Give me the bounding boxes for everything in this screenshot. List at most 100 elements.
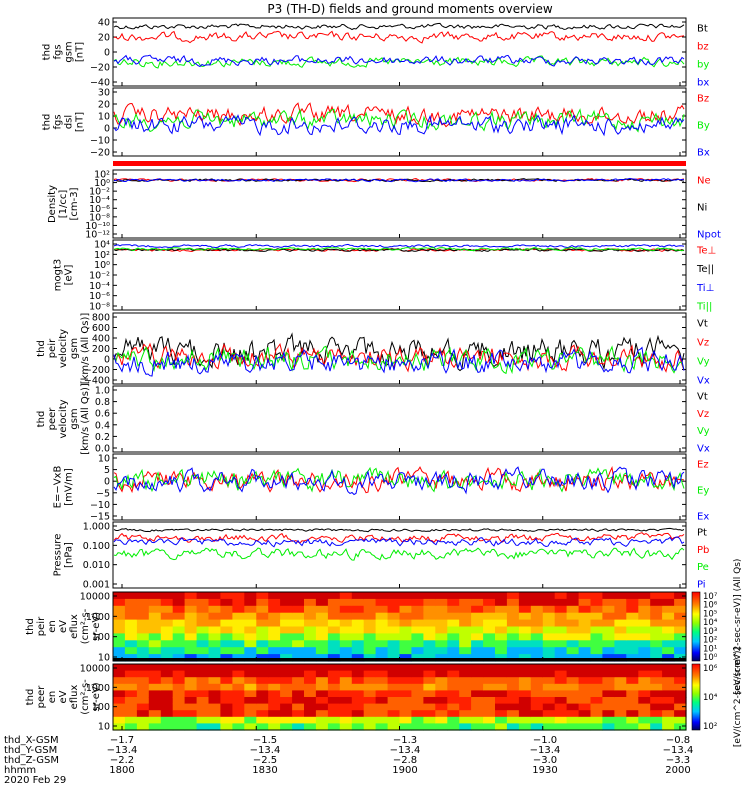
series-line [113,466,685,496]
heatmap-cell [435,683,448,691]
heatmap-cell [423,690,436,698]
heatmap-cell [435,598,448,607]
heatmap-cell [518,633,532,641]
heatmap-cell [244,633,257,641]
heatmap-cell [530,697,544,705]
heatmap-cell [292,710,305,718]
y-axis-label: (cm²-s- [80,679,91,715]
heatmap-cell [483,612,496,621]
heatmap-cell [650,670,663,678]
y-tick-label: 10⁻¹⁰ [85,221,110,232]
heatmap-cell [554,664,568,672]
heatmap-cell [148,647,162,655]
heatmap-cell [160,612,174,621]
heatmap-cell [495,640,508,648]
heatmap-cell [256,633,269,641]
heatmap-cell [184,598,198,607]
y-axis-label: [km/s (All Qs)] [80,313,91,385]
heatmap-cell [495,605,508,614]
y-axis-label: E=−VxB [53,466,64,509]
heatmap-cell [315,683,329,691]
heatmap-cell [196,592,210,600]
heatmap-cell [375,664,389,672]
heatmap-cell [459,598,472,607]
heatmap-cell [387,710,401,718]
heatmap-cell [268,690,281,698]
heatmap-cell [674,677,687,685]
heatmap-cell [375,683,389,691]
heatmap-cell [554,633,568,641]
x-axis-value: −1.7 [110,735,134,746]
heatmap-cell [530,664,544,672]
heatmap-cell [447,598,460,607]
heatmap-cell [220,633,233,641]
heatmap-cell [638,710,651,718]
heatmap-cell [602,654,615,662]
heatmap-cell [244,723,257,731]
legend-entry: Bx [697,148,710,159]
heatmap-cell [315,605,329,614]
heatmap-cell [268,619,281,628]
heatmap-cell [614,633,627,641]
heatmap-cell [208,683,221,691]
heatmap-cell [232,716,245,724]
heatmap-cell [399,640,412,648]
heatmap-cell [399,670,412,678]
heatmap-cell [662,716,675,724]
heatmap-cell [113,605,126,614]
y-axis-label: peir [47,338,58,358]
colorbar-tick-label: 10³ [703,627,717,637]
heatmap-cell [363,619,377,628]
heatmap-cell [602,592,615,600]
y-tick-label: 0 [104,355,110,366]
heatmap-cell [471,710,484,718]
x-axis-value: −2.2 [110,755,134,766]
heatmap-cell [387,647,401,655]
heatmap-cell [542,710,556,718]
heatmap-cell [626,703,639,711]
heatmap-cell [208,612,221,621]
heatmap-cell [136,640,150,648]
heatmap-cell [423,612,436,621]
heatmap-cell [244,619,257,628]
legend-entry: Pb [697,545,709,556]
heatmap-cell [136,670,150,678]
y-axis-label: [nPa] [64,542,75,568]
heatmap-cell [113,716,126,724]
heatmap-cell [387,598,401,607]
heatmap-cell [375,697,389,705]
heatmap-cell [136,654,150,662]
heatmap-cell [614,697,627,705]
legend-entry: Ti⊥ [696,283,714,294]
heatmap-cell [435,647,448,655]
heatmap-cell [196,697,210,705]
heatmap-cell [495,598,508,607]
heatmap-cell [411,697,424,705]
heatmap-cell [483,647,496,655]
heatmap-cell [495,619,508,628]
heatmap-cell [148,710,162,718]
heatmap-cell [506,697,520,705]
heatmap-cell [208,716,221,724]
x-axis-date: 2020 Feb 29 [4,775,66,786]
heatmap-cell [256,626,269,634]
heatmap-cell [542,647,556,655]
heatmap-cell [292,690,305,698]
heatmap-cell [447,626,460,634]
heatmap-cell [650,605,663,614]
heatmap-cell [172,670,186,678]
heatmap-cell [304,664,317,672]
heatmap-cell [662,619,675,628]
heatmap-cell [113,640,126,648]
heatmap-cell [124,633,138,641]
heatmap-cell [662,598,675,607]
heatmap-cell [614,690,627,698]
heatmap-cell [566,697,580,705]
heatmap-cell [124,710,138,718]
heatmap-cell [411,683,424,691]
legend-entry: Ex [697,512,709,523]
heatmap-cell [244,670,257,678]
heatmap-cell [268,605,281,614]
y-tick-label: 40 [98,18,110,29]
heatmap-cell [387,690,401,698]
